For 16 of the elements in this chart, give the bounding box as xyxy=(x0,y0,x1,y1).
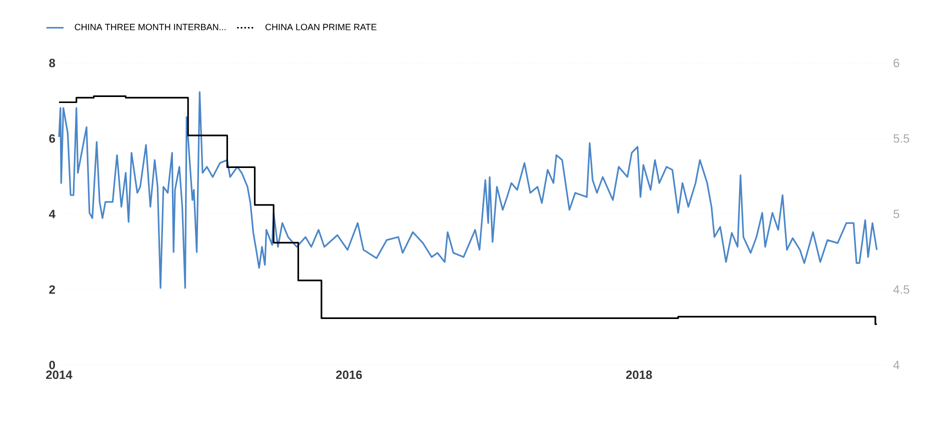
y2-tick-label: 5.5 xyxy=(894,134,910,143)
legend-label: CHINA THREE MONTH INTERBAN... xyxy=(74,24,226,30)
y-tick-label: 8 xyxy=(49,58,56,68)
y2-tick-label: 5 xyxy=(894,210,900,218)
x-tick-label: 2014 xyxy=(46,370,72,380)
legend-label: CHINA LOAN PRIME RATE xyxy=(265,24,376,30)
y2-tick-label: 6 xyxy=(894,58,900,68)
y2-tick-label: 4.5 xyxy=(893,285,910,294)
line-series xyxy=(58,91,878,289)
y-tick-label: 0 xyxy=(49,360,55,370)
x-tick-label: 2018 xyxy=(626,370,652,380)
x-tick-label: 2016 xyxy=(336,370,362,380)
y-tick-label: 2 xyxy=(49,285,55,294)
y2-tick-label: 4 xyxy=(893,360,900,370)
y-tick-label: 6 xyxy=(49,134,56,143)
y-tick-label: 4 xyxy=(48,210,56,218)
